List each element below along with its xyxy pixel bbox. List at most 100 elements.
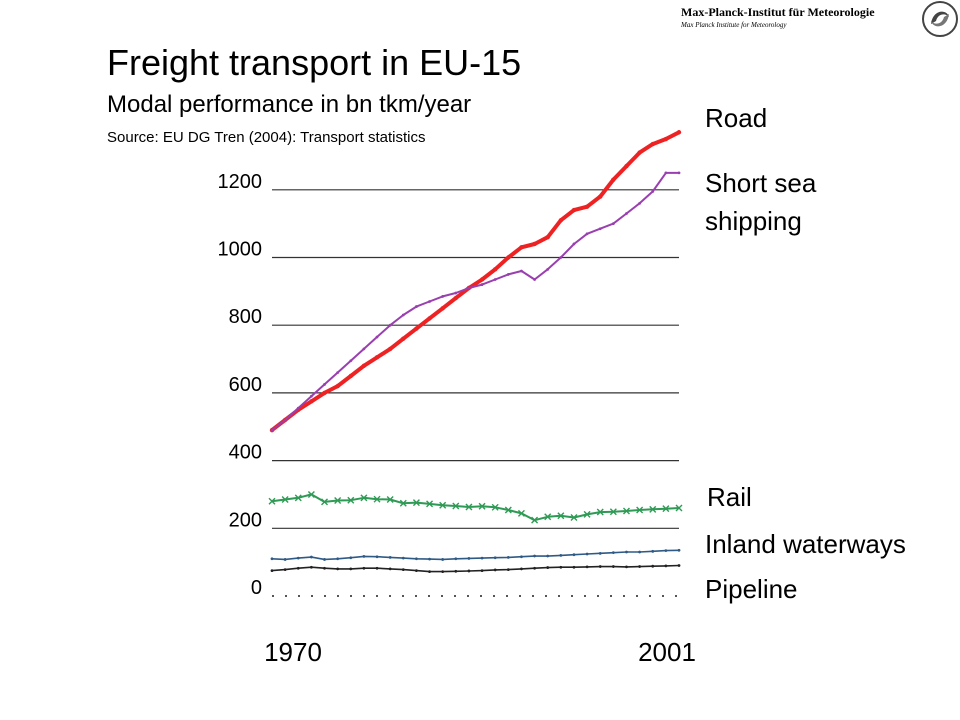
series-line-inland-waterways bbox=[271, 549, 680, 561]
data-point-pipeline bbox=[388, 567, 392, 571]
data-point-short-sea-shipping bbox=[585, 232, 589, 236]
data-point-road bbox=[414, 326, 419, 331]
data-point-inland-waterways bbox=[611, 551, 615, 555]
data-point-pipeline bbox=[506, 568, 510, 571]
y-tick-label-400: 400 bbox=[229, 442, 262, 464]
data-point-inland-waterways bbox=[598, 551, 602, 555]
data-point-inland-waterways bbox=[336, 557, 340, 561]
series-line-pipeline bbox=[271, 564, 680, 573]
data-point-rail bbox=[307, 490, 315, 498]
data-point-inland-waterways bbox=[585, 552, 589, 556]
data-point-road bbox=[637, 150, 642, 155]
data-point-pipeline bbox=[677, 564, 681, 567]
data-point-short-sea-shipping bbox=[572, 242, 576, 246]
data-point-pipeline bbox=[651, 564, 655, 568]
data-point-pipeline bbox=[362, 566, 366, 570]
data-point-short-sea-shipping bbox=[677, 171, 681, 175]
data-point-road bbox=[624, 163, 629, 169]
data-point-rail bbox=[294, 494, 302, 502]
data-point-road bbox=[584, 204, 590, 209]
data-point-short-sea-shipping bbox=[441, 295, 445, 298]
data-point-short-sea-shipping bbox=[559, 256, 563, 259]
data-point-inland-waterways bbox=[415, 557, 418, 561]
data-point-pipeline bbox=[336, 567, 340, 571]
data-point-rail bbox=[281, 496, 289, 504]
series-label-short-sea-shipping: Short sea shipping bbox=[705, 168, 817, 236]
chart-subtitle: Modal performance in bn tkm/year bbox=[107, 91, 472, 118]
data-point-inland-waterways bbox=[651, 549, 655, 553]
data-point-inland-waterways bbox=[520, 555, 523, 559]
data-point-inland-waterways bbox=[638, 550, 642, 554]
y-tick-label-0: 0 bbox=[251, 577, 262, 599]
data-point-road bbox=[492, 267, 498, 272]
data-point-inland-waterways bbox=[493, 556, 497, 560]
data-point-rail bbox=[360, 494, 368, 502]
data-point-road bbox=[387, 346, 393, 352]
data-point-short-sea-shipping bbox=[296, 406, 300, 410]
data-point-short-sea-shipping bbox=[506, 273, 510, 276]
data-point-rail bbox=[386, 496, 394, 504]
y-tick-label-1200: 1200 bbox=[218, 171, 263, 193]
institute-subtitle: Max Planck Institute for Meteorology bbox=[681, 21, 787, 29]
data-point-road bbox=[506, 255, 511, 260]
data-point-rail bbox=[583, 510, 591, 518]
data-point-inland-waterways bbox=[506, 556, 510, 559]
x-tick-label-start: 1970 bbox=[264, 637, 322, 667]
data-point-pipeline bbox=[559, 565, 563, 569]
data-point-inland-waterways bbox=[375, 555, 379, 559]
data-point-inland-waterways bbox=[362, 554, 366, 558]
series-label-rail: Rail bbox=[707, 482, 752, 512]
data-point-rail bbox=[268, 497, 276, 505]
data-point-rail bbox=[531, 516, 539, 524]
data-point-inland-waterways bbox=[270, 557, 274, 561]
data-point-short-sea-shipping bbox=[270, 428, 274, 432]
data-point-pipeline bbox=[572, 565, 576, 569]
data-point-inland-waterways bbox=[454, 557, 458, 561]
data-point-short-sea-shipping bbox=[336, 371, 340, 374]
data-point-short-sea-shipping bbox=[638, 201, 642, 205]
data-point-rail bbox=[478, 502, 486, 510]
x-tick-label-end: 2001 bbox=[638, 637, 696, 667]
data-point-short-sea-shipping bbox=[651, 190, 655, 193]
data-point-rail bbox=[544, 513, 552, 521]
data-point-short-sea-shipping bbox=[533, 278, 536, 281]
data-point-inland-waterways bbox=[349, 556, 353, 560]
data-point-pipeline bbox=[401, 568, 405, 571]
data-point-pipeline bbox=[467, 569, 471, 573]
data-point-pipeline bbox=[375, 566, 379, 570]
data-point-inland-waterways bbox=[309, 555, 313, 559]
data-point-inland-waterways bbox=[677, 548, 681, 552]
data-point-pipeline bbox=[625, 565, 628, 569]
data-point-inland-waterways bbox=[572, 553, 576, 557]
data-point-rail bbox=[452, 502, 460, 510]
data-point-short-sea-shipping bbox=[309, 394, 313, 398]
data-point-rail bbox=[399, 499, 407, 507]
data-point-pipeline bbox=[480, 569, 484, 573]
data-point-rail bbox=[426, 500, 434, 508]
data-point-pipeline bbox=[611, 565, 615, 568]
data-point-road bbox=[650, 141, 655, 147]
data-point-short-sea-shipping bbox=[546, 267, 550, 271]
data-point-short-sea-shipping bbox=[401, 313, 405, 317]
data-point-pipeline bbox=[598, 565, 602, 568]
data-point-inland-waterways bbox=[467, 557, 471, 560]
data-point-inland-waterways bbox=[625, 550, 628, 554]
data-point-short-sea-shipping bbox=[375, 335, 379, 339]
data-point-short-sea-shipping bbox=[283, 418, 287, 422]
data-point-road bbox=[348, 373, 353, 379]
series-label-pipeline: Pipeline bbox=[705, 574, 798, 604]
data-point-short-sea-shipping bbox=[323, 383, 326, 386]
data-point-road bbox=[361, 363, 367, 369]
institute-name: Max-Planck-Institut für Meteorologie bbox=[681, 5, 875, 19]
data-point-inland-waterways bbox=[480, 556, 484, 560]
data-point-road bbox=[663, 136, 669, 142]
data-point-road bbox=[453, 295, 459, 301]
data-point-short-sea-shipping bbox=[598, 227, 602, 231]
institute-logo-icon bbox=[922, 1, 958, 37]
data-point-pipeline bbox=[428, 570, 431, 574]
series-label-inland-waterways: Inland waterways bbox=[705, 529, 906, 559]
data-point-short-sea-shipping bbox=[493, 278, 497, 281]
data-point-pipeline bbox=[309, 565, 313, 569]
data-point-road bbox=[335, 383, 340, 389]
